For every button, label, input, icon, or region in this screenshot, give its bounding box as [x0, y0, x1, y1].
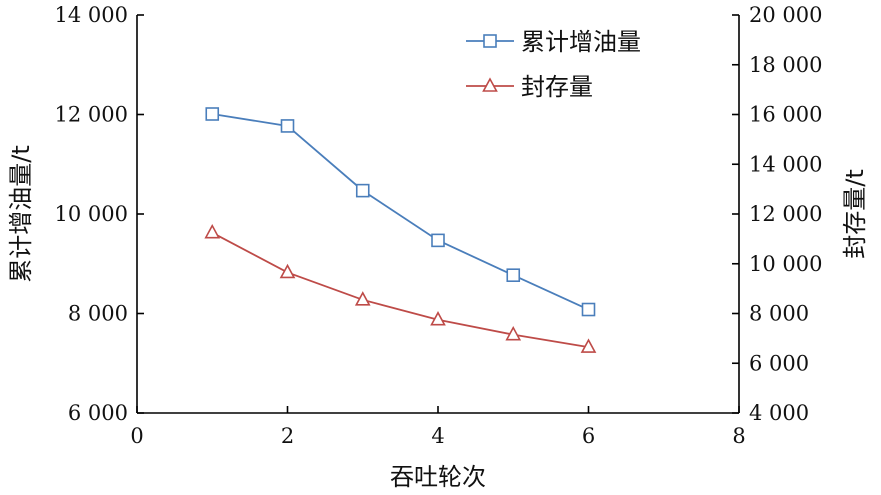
y-tick-label: 8 000 — [68, 302, 128, 326]
data-point — [279, 263, 296, 279]
y-tick-label: 14 000 — [55, 3, 128, 27]
axes: 0 2 4 6 8 6 000 8 000 10 000 12 000 14 000 4 000 6 … — [55, 3, 823, 448]
x-tick-label: 4 — [431, 424, 444, 448]
y2-tick-label: 20 000 — [749, 3, 822, 27]
data-point — [280, 119, 295, 133]
data-point — [581, 302, 596, 317]
data-point — [505, 325, 522, 341]
legend-marker — [482, 77, 498, 92]
legend-label: 封存量 — [521, 73, 593, 101]
series-1 — [205, 107, 596, 317]
data-point — [506, 268, 521, 282]
legend-item: 封存量 — [466, 73, 593, 101]
legend-label: 累计增油量 — [521, 28, 641, 56]
y-tick-label: 12 000 — [55, 103, 128, 127]
x-tick-label: 2 — [281, 424, 294, 448]
y2-tick-label: 18 000 — [749, 53, 822, 77]
y2-tick-label: 12 000 — [749, 202, 822, 226]
y-axis-title: 累计增油量/t — [7, 145, 35, 283]
series-2 — [204, 223, 597, 353]
y2-axis-title: 封存量/t — [841, 169, 869, 259]
data-point — [354, 291, 371, 306]
x-tick-label: 8 — [732, 424, 745, 448]
x-tick-label: 0 — [130, 424, 143, 448]
data-point — [355, 183, 370, 198]
y2-tick-label: 8 000 — [749, 302, 809, 326]
y-tick-label: 10 000 — [55, 202, 128, 226]
series-line — [211, 231, 589, 348]
data-point — [580, 338, 597, 353]
x-axis-title: 吞吐轮次 — [390, 463, 486, 491]
data-point — [430, 311, 446, 326]
legend-marker — [483, 34, 497, 48]
y2-tick-label: 4 000 — [749, 401, 809, 425]
y2-tick-label: 6 000 — [749, 351, 809, 375]
y-tick-label: 6 000 — [68, 401, 128, 425]
x-tick-label: 6 — [582, 424, 595, 448]
data-point — [431, 233, 445, 248]
legend-item: 累计增油量 — [466, 28, 641, 56]
y2-tick-label: 16 000 — [749, 103, 822, 127]
series-line — [212, 113, 589, 311]
data-point — [204, 223, 221, 239]
y2-tick-label: 14 000 — [749, 152, 822, 176]
y2-tick-label: 10 000 — [749, 252, 822, 276]
data-point — [205, 107, 220, 121]
series-layer — [204, 107, 597, 353]
